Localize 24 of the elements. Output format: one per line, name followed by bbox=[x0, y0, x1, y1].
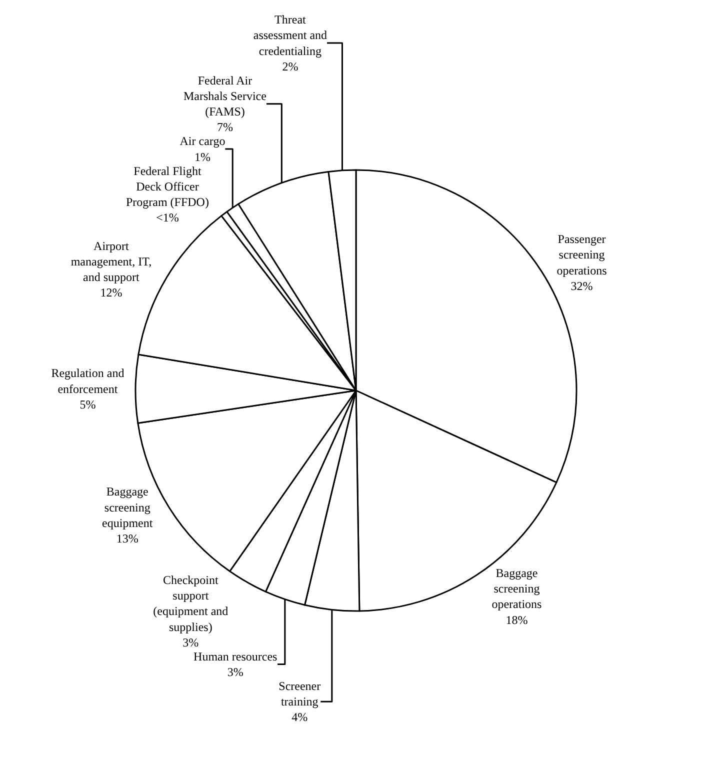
data-label: 3% bbox=[182, 635, 199, 650]
data-label: 4% bbox=[292, 710, 308, 724]
data-label: 7% bbox=[216, 120, 233, 134]
data-label: 12% bbox=[100, 286, 122, 300]
data-label: 13% bbox=[116, 532, 138, 546]
data-label: 32% bbox=[570, 278, 593, 293]
slice-label: Air cargo bbox=[180, 134, 226, 148]
slice-label: Baggage screening equipment bbox=[102, 484, 154, 530]
slice-label: Federal Flight Deck Officer Program (FFDO) bbox=[126, 164, 209, 210]
data-label: 3% bbox=[227, 665, 244, 680]
data-label: 5% bbox=[80, 397, 96, 412]
slice-label: Airport management, IT, and support bbox=[70, 238, 152, 284]
slice-label: Federal Air Marshals Service (FAMS) bbox=[183, 73, 266, 119]
slice-label: Checkpoint support (equipment and supplies) bbox=[153, 573, 228, 634]
slice-label: Passenger screening operations bbox=[556, 232, 608, 278]
data-label: <1% bbox=[156, 210, 179, 225]
slice-label: Threat assessment and credentialing bbox=[253, 12, 328, 58]
data-label: 1% bbox=[194, 150, 210, 164]
slice-label: Human resources bbox=[194, 649, 278, 664]
slice-label: Regulation and enforcement bbox=[51, 366, 124, 396]
data-label: 18% bbox=[506, 612, 528, 627]
slice-label: Screener training bbox=[278, 679, 321, 709]
slice-label: Baggage screening operations bbox=[492, 566, 542, 612]
data-label: 2% bbox=[282, 59, 298, 74]
